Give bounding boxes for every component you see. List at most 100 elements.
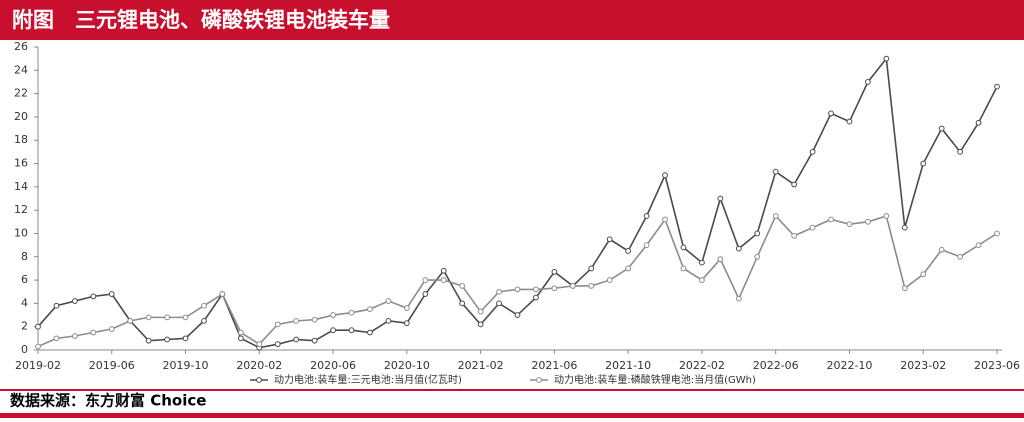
point-marker — [975, 242, 982, 249]
y-tick-label: 8 — [21, 250, 28, 263]
legend-marker — [536, 377, 542, 383]
point-marker — [477, 321, 484, 328]
x-tick-label: 2021-06 — [531, 359, 577, 372]
point-marker — [440, 277, 447, 283]
point-marker — [938, 246, 945, 253]
point-marker — [533, 286, 539, 293]
point-marker — [385, 317, 392, 324]
point-marker — [127, 317, 134, 324]
point-marker — [643, 213, 650, 219]
point-marker — [237, 329, 244, 336]
point-marker — [625, 248, 632, 254]
point-marker — [588, 283, 595, 289]
x-tick-label: 2023-06 — [974, 359, 1020, 372]
point-marker — [533, 294, 539, 301]
point-marker — [164, 314, 170, 321]
x-tick-label: 2020-02 — [236, 359, 282, 372]
point-marker — [975, 119, 982, 126]
point-marker — [90, 293, 97, 300]
point-marker — [625, 265, 632, 272]
point-marker — [791, 181, 798, 188]
point-marker — [440, 267, 447, 274]
point-marker — [514, 312, 521, 318]
point-marker — [164, 336, 170, 343]
point-marker — [828, 110, 834, 117]
point-marker — [182, 335, 189, 342]
point-marker — [182, 314, 189, 321]
legend-label: 动力电池:装车量:磷酸铁锂电池:当月值(GWh) — [554, 373, 756, 386]
point-marker — [809, 148, 816, 155]
x-tick-label: 2019-02 — [15, 359, 61, 372]
point-marker — [219, 291, 226, 297]
point-marker — [809, 224, 816, 231]
x-tick-label: 2022-06 — [753, 359, 799, 372]
point-marker — [459, 283, 466, 289]
y-tick-label: 26 — [14, 40, 28, 53]
point-marker — [496, 300, 502, 307]
point-marker — [957, 148, 964, 155]
legend-label: 动力电池:装车量:三元电池:当月值(亿瓦时) — [274, 373, 462, 386]
point-marker — [274, 321, 281, 328]
y-tick-label: 22 — [14, 87, 28, 100]
y-tick-label: 10 — [14, 226, 28, 239]
series-line — [37, 56, 998, 349]
point-marker — [422, 277, 429, 283]
point-marker — [606, 236, 613, 243]
point-marker — [606, 277, 613, 283]
point-marker — [699, 259, 705, 266]
x-tick-label: 2021-10 — [605, 359, 651, 372]
point-marker — [108, 291, 115, 297]
x-tick-label: 2020-10 — [384, 359, 430, 372]
footer-band — [0, 413, 1024, 418]
point-marker — [53, 335, 60, 342]
point-marker — [403, 320, 410, 327]
point-marker — [699, 277, 705, 283]
point-marker — [348, 309, 355, 316]
point-marker — [643, 242, 650, 249]
point-marker — [385, 298, 392, 304]
x-tick-label: 2019-06 — [89, 359, 135, 372]
point-marker — [311, 337, 318, 344]
point-marker — [754, 230, 761, 237]
point-marker — [791, 232, 798, 239]
y-tick-label: 6 — [21, 273, 28, 286]
y-tick-label: 14 — [14, 180, 28, 193]
point-marker — [90, 329, 97, 336]
point-marker — [145, 337, 152, 344]
point-marker — [901, 224, 908, 231]
source-note: 数据来源：东方财富 Choice — [10, 392, 206, 410]
y-tick-label: 12 — [14, 203, 28, 216]
point-marker — [662, 216, 668, 223]
point-marker — [828, 216, 834, 223]
point-marker — [754, 253, 761, 260]
x-tick-label: 2022-10 — [826, 359, 872, 372]
legend-marker — [256, 377, 262, 383]
point-marker — [662, 172, 668, 179]
point-marker — [865, 79, 871, 85]
point-marker — [71, 333, 78, 339]
point-marker — [717, 256, 724, 263]
point-marker — [865, 218, 871, 225]
point-marker — [846, 118, 853, 125]
point-marker — [717, 195, 724, 202]
point-marker — [201, 317, 207, 324]
point-marker — [330, 312, 336, 318]
point-marker — [256, 341, 263, 348]
point-marker — [551, 285, 558, 292]
x-tick-label: 2021-02 — [458, 359, 504, 372]
point-marker — [735, 295, 742, 302]
point-marker — [330, 327, 336, 334]
point-marker — [348, 327, 355, 334]
point-marker — [588, 265, 595, 272]
point-marker — [772, 213, 779, 219]
point-marker — [772, 168, 779, 175]
y-tick-label: 16 — [14, 157, 28, 170]
point-marker — [680, 244, 687, 251]
point-marker — [367, 306, 373, 313]
point-marker — [403, 305, 410, 311]
point-marker — [477, 308, 484, 315]
point-marker — [569, 283, 576, 289]
x-tick-label: 2023-02 — [900, 359, 946, 372]
point-marker — [680, 265, 687, 272]
point-marker — [459, 300, 466, 307]
